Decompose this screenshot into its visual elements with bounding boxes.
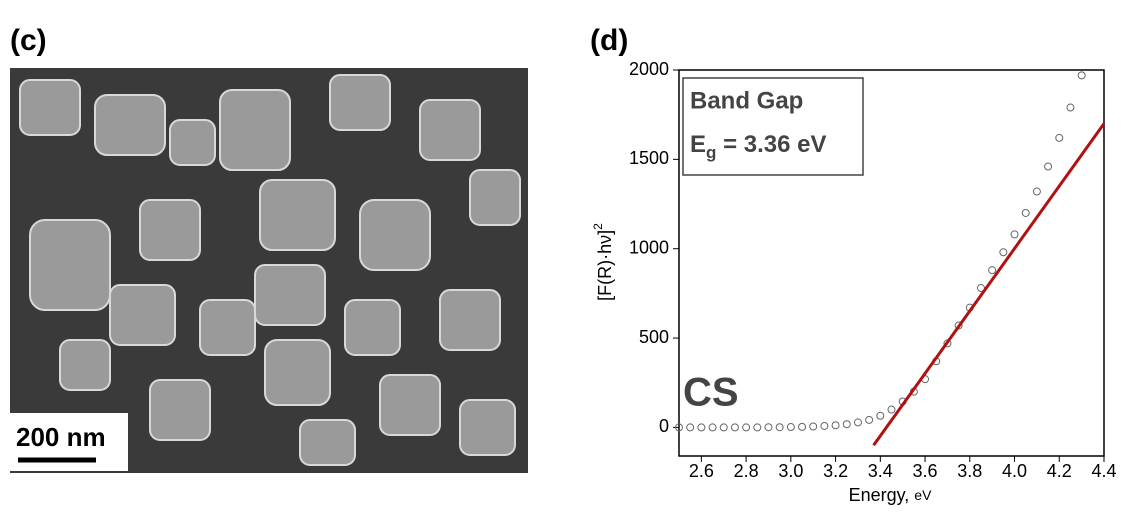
x-tick-label: 2.8 xyxy=(734,461,759,481)
data-point xyxy=(1033,188,1040,195)
figure: (c) 200 nm (d) Band Gap Eg = 3.36 eV CS … xyxy=(0,0,1121,509)
y-tick-label: 1500 xyxy=(629,148,669,168)
subscript: g xyxy=(706,143,716,162)
x-label-unit: eV xyxy=(914,487,932,503)
y-tick-label: 2000 xyxy=(629,59,669,79)
x-tick-label: 3.0 xyxy=(778,461,803,481)
x-axis-label: Energy, eV xyxy=(849,485,932,505)
data-point xyxy=(776,424,783,431)
data-point xyxy=(1045,163,1052,170)
annotation-text: = 3.36 eV xyxy=(716,131,826,158)
data-point xyxy=(989,267,996,274)
x-label: Energy, xyxy=(849,485,915,505)
data-point xyxy=(866,416,873,423)
x-tick-label: 4.0 xyxy=(1002,461,1027,481)
data-point xyxy=(709,424,716,431)
y-label-superscript: 2 xyxy=(591,223,605,230)
x-tick-label: 3.6 xyxy=(913,461,938,481)
fit-line xyxy=(874,124,1104,446)
annotation-title: Band Gap xyxy=(690,87,803,114)
data-point xyxy=(698,424,705,431)
data-point xyxy=(877,412,884,419)
data-point xyxy=(1078,72,1085,79)
x-tick-label: 4.4 xyxy=(1091,461,1116,481)
y-tick-label: 0 xyxy=(659,416,669,436)
data-point xyxy=(854,419,861,426)
y-tick-label: 1000 xyxy=(629,237,669,257)
x-tick-label: 3.4 xyxy=(868,461,893,481)
data-point xyxy=(754,424,761,431)
data-point xyxy=(799,423,806,430)
panel-label: (c) xyxy=(10,24,47,57)
sample-label: CS xyxy=(683,371,739,415)
y-label: [F(R)·hν] xyxy=(595,230,615,301)
data-point xyxy=(1056,134,1063,141)
y-axis-label: [F(R)·hν]2 xyxy=(591,223,615,301)
data-point xyxy=(843,421,850,428)
data-point xyxy=(821,422,828,429)
data-point xyxy=(687,424,694,431)
data-point xyxy=(1022,209,1029,216)
panel-label: (d) xyxy=(590,24,628,57)
data-point xyxy=(743,424,750,431)
x-tick-label: 2.6 xyxy=(689,461,714,481)
x-tick-label: 3.2 xyxy=(823,461,848,481)
data-point xyxy=(787,424,794,431)
y-tick-label: 500 xyxy=(639,327,669,347)
data-point xyxy=(765,424,772,431)
data-point xyxy=(810,423,817,430)
data-point xyxy=(1000,249,1007,256)
data-point xyxy=(1067,104,1074,111)
data-point xyxy=(888,406,895,413)
x-tick-label: 3.8 xyxy=(957,461,982,481)
symbol: E xyxy=(690,131,706,158)
data-point xyxy=(720,424,727,431)
data-point xyxy=(1011,231,1018,238)
scale-bar-label: 200 nm xyxy=(16,422,106,452)
data-point xyxy=(731,424,738,431)
x-tick-label: 4.2 xyxy=(1047,461,1072,481)
sem-image xyxy=(10,68,528,473)
data-point xyxy=(832,422,839,429)
